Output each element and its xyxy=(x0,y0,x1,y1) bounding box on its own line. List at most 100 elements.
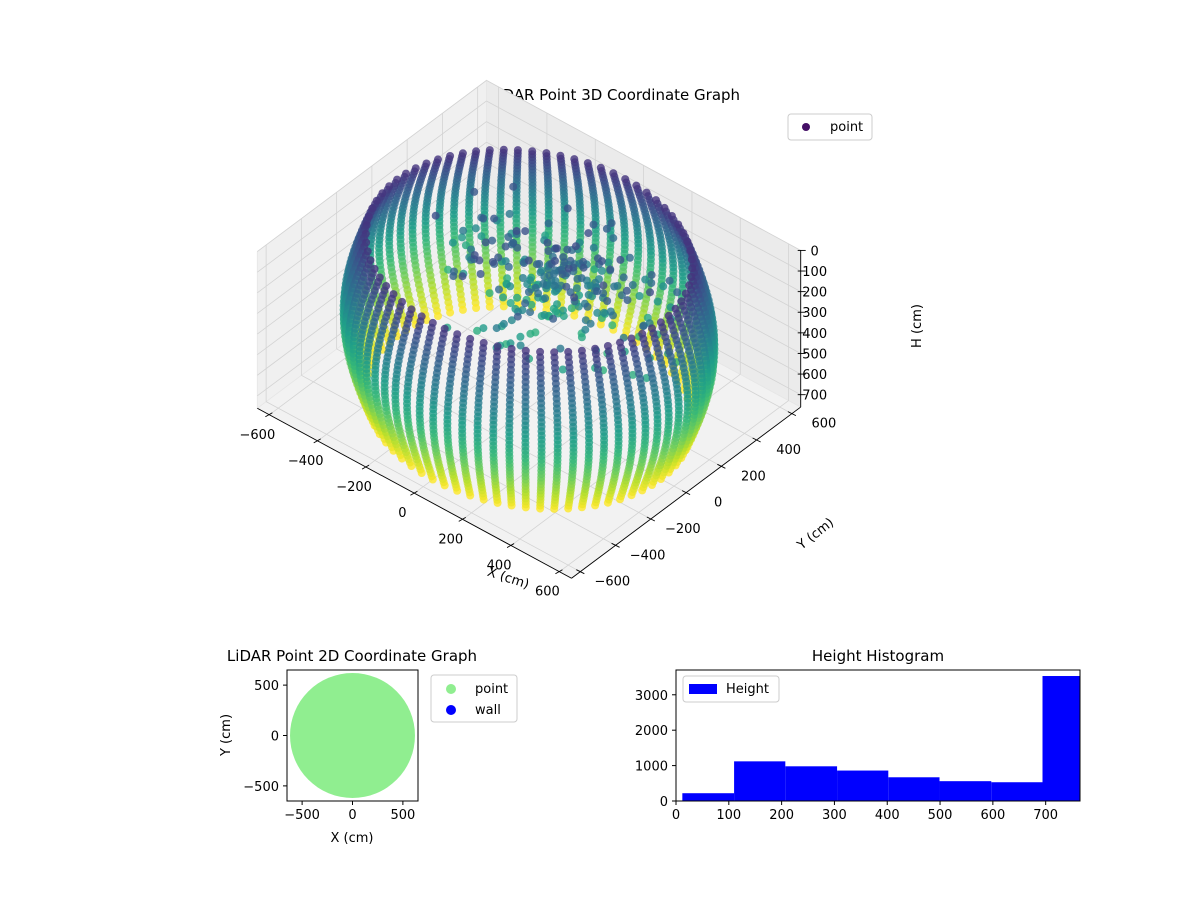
x-tick-label-hist: 400 xyxy=(875,808,900,823)
z-tick-label: 0 xyxy=(811,244,819,259)
point-3d xyxy=(585,438,594,447)
histogram-bar xyxy=(939,781,992,801)
point-3d xyxy=(422,159,431,168)
point-3d xyxy=(652,196,660,205)
point-3d xyxy=(523,280,532,289)
point-3d xyxy=(683,399,692,407)
point-3d xyxy=(385,182,394,191)
point-3d xyxy=(581,325,590,334)
point-3d xyxy=(473,326,482,335)
point-3d xyxy=(570,155,579,164)
point-3d xyxy=(674,220,683,229)
point-3d xyxy=(616,255,625,264)
point-3d xyxy=(665,276,674,285)
point-3d xyxy=(593,287,601,296)
point-3d xyxy=(691,391,700,399)
y-tick-label-2d: 500 xyxy=(254,679,279,694)
histogram-legend-swatch xyxy=(689,684,717,694)
histogram-bar xyxy=(991,782,1043,801)
x-tick-label-2d: 500 xyxy=(390,808,415,823)
histogram-bar xyxy=(888,777,940,801)
point-3d xyxy=(621,175,630,184)
z-tick-label: 500 xyxy=(802,347,827,362)
x-tick-label-hist: 200 xyxy=(769,808,794,823)
point-3d xyxy=(609,169,618,178)
x-tick-label-hist: 700 xyxy=(1033,808,1058,823)
y-tick xyxy=(717,463,726,469)
chart-2d-legend-point-label: point xyxy=(475,682,508,697)
point-3d xyxy=(584,281,592,290)
point-3d xyxy=(527,300,536,309)
point-3d xyxy=(431,211,440,220)
point-3d xyxy=(411,164,420,173)
chart-2d-legend: point wall xyxy=(430,674,518,723)
point-3d xyxy=(642,188,651,197)
x-tick-label-hist: 300 xyxy=(822,808,847,823)
y-tick xyxy=(681,490,691,496)
point-3d xyxy=(505,209,514,218)
point-3d xyxy=(558,270,567,279)
point-3d xyxy=(646,288,654,297)
point-3d xyxy=(516,341,525,350)
point-3d xyxy=(516,332,525,341)
point-3d xyxy=(583,302,592,311)
y-tick-label: 200 xyxy=(741,469,766,484)
chart-3d-legend-box xyxy=(787,113,873,141)
point-3d xyxy=(579,263,588,272)
point-3d xyxy=(558,365,567,374)
point-3d xyxy=(537,440,546,448)
point-3d xyxy=(541,294,550,303)
chart-3d: LiDAR Point 3D Coordinate Graph −600−400… xyxy=(240,79,925,600)
point-3d xyxy=(475,256,484,265)
point-3d xyxy=(402,169,410,178)
point-3d xyxy=(499,293,507,302)
point-3d xyxy=(481,238,490,247)
histogram-bar xyxy=(837,770,889,801)
z-tick-label: 700 xyxy=(802,389,827,404)
point-3d xyxy=(472,147,481,156)
point-3d xyxy=(596,163,605,172)
histogram-bar xyxy=(785,766,838,801)
point-3d xyxy=(609,311,617,320)
point-3d xyxy=(501,242,510,251)
point-3d xyxy=(506,299,515,307)
chart-3d-legend-marker xyxy=(802,123,810,131)
point-3d xyxy=(528,147,537,156)
point-3d xyxy=(600,436,609,445)
chart-3d-axes: −600−400−2000200400600−600−400−200020040… xyxy=(240,244,837,599)
point-3d xyxy=(597,257,606,266)
point-3d xyxy=(446,308,455,317)
point-3d xyxy=(674,406,683,415)
point-3d xyxy=(599,281,608,290)
point-3d xyxy=(521,438,530,447)
point-3d xyxy=(660,203,669,212)
point-3d xyxy=(673,288,682,297)
y-tick-label: −200 xyxy=(665,522,701,537)
point-3d xyxy=(544,247,553,255)
point-3d xyxy=(628,429,637,438)
chart-3d-legend-label: point xyxy=(830,120,863,135)
point-3d xyxy=(470,251,479,260)
chart-2d-point-cloud xyxy=(290,673,415,798)
x-tick xyxy=(410,490,418,496)
x-tick xyxy=(361,464,370,470)
point-3d xyxy=(562,282,571,291)
point-3d xyxy=(443,419,452,428)
point-3d xyxy=(403,399,411,408)
point-3d xyxy=(472,304,481,312)
point-3d xyxy=(524,288,533,296)
point-3d xyxy=(415,407,424,415)
point-3d xyxy=(609,234,618,243)
point-3d xyxy=(564,264,573,273)
point-3d xyxy=(477,232,486,241)
point-3d xyxy=(603,297,612,305)
point-3d xyxy=(524,256,533,265)
histogram-bar xyxy=(682,793,735,801)
y-tick xyxy=(752,437,761,443)
point-3d xyxy=(458,305,467,314)
point-3d xyxy=(507,316,516,325)
point-3d xyxy=(513,293,521,302)
point-3d xyxy=(602,224,611,233)
point-3d xyxy=(494,253,503,262)
point-3d xyxy=(571,242,580,251)
